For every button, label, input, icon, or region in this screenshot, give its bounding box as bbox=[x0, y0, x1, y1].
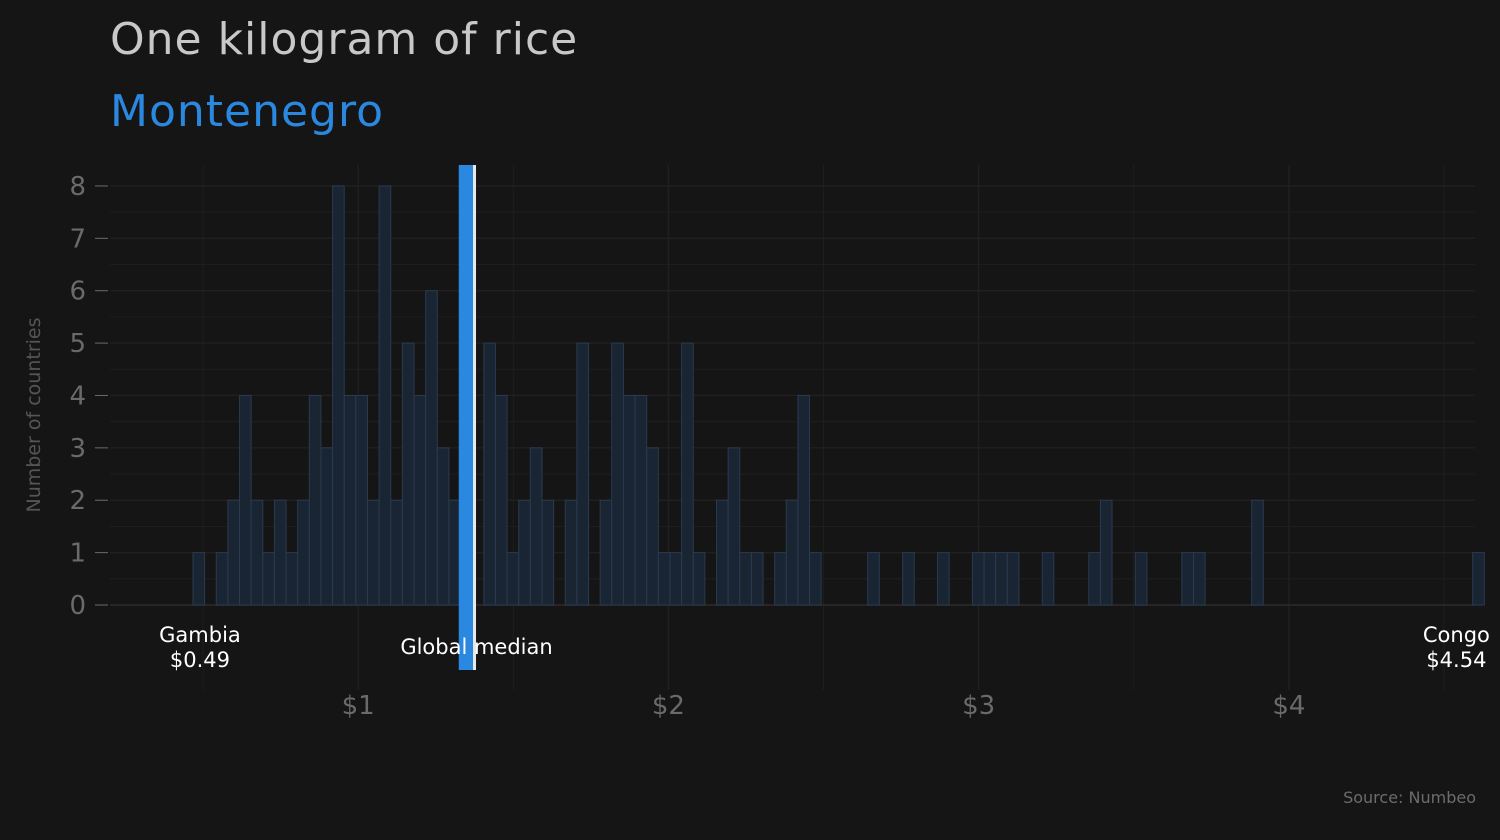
histogram-bar bbox=[436, 447, 450, 606]
histogram-bar bbox=[529, 447, 543, 606]
y-tick-label: 0 bbox=[69, 591, 86, 621]
histogram-bar bbox=[541, 499, 555, 606]
y-axis-label: Number of countries bbox=[23, 317, 45, 512]
histogram-bar bbox=[611, 342, 624, 606]
histogram-bar bbox=[646, 447, 659, 606]
histogram-bar bbox=[401, 342, 415, 606]
histogram-bar bbox=[227, 499, 241, 606]
histogram-bar bbox=[297, 499, 310, 606]
y-tick-label: 1 bbox=[69, 539, 86, 569]
histogram-bar bbox=[250, 499, 264, 606]
histogram-bar bbox=[1181, 552, 1194, 606]
histogram-bar bbox=[355, 394, 368, 606]
histogram-bar bbox=[285, 552, 299, 606]
x-tick-label: $4 bbox=[1272, 691, 1305, 721]
histogram-bar bbox=[995, 552, 1008, 606]
histogram-bar bbox=[1088, 552, 1101, 606]
y-tick-label: 7 bbox=[69, 224, 86, 254]
histogram-bar bbox=[785, 499, 799, 606]
histogram-bar bbox=[750, 552, 764, 606]
median-label: Global median bbox=[400, 635, 552, 659]
histogram-bar bbox=[715, 499, 729, 606]
min-value-label: $0.49 bbox=[170, 648, 230, 672]
x-tick-label: $3 bbox=[962, 691, 995, 721]
histogram-bar bbox=[425, 290, 438, 606]
histogram-bar bbox=[727, 447, 741, 606]
histogram-bar bbox=[867, 552, 880, 606]
histogram-bar bbox=[1099, 499, 1113, 606]
histogram-bar bbox=[902, 552, 915, 606]
y-tick-label: 3 bbox=[69, 434, 86, 464]
min-country-label: Gambia bbox=[159, 623, 241, 647]
histogram-bar bbox=[774, 552, 787, 606]
y-tick-label: 4 bbox=[69, 381, 86, 411]
histogram-bar bbox=[332, 185, 345, 606]
histogram-bar bbox=[518, 499, 531, 606]
max-value-label: $4.54 bbox=[1426, 648, 1486, 672]
histogram-bar bbox=[739, 552, 752, 606]
histogram-bar bbox=[1192, 552, 1206, 606]
histogram-bar bbox=[320, 447, 334, 606]
chart-subtitle: Montenegro bbox=[110, 86, 385, 137]
histogram-bar bbox=[262, 552, 275, 606]
source-note: Source: Numbeo bbox=[1343, 788, 1476, 807]
histogram-bar bbox=[937, 552, 950, 606]
highlight-marker bbox=[458, 165, 474, 670]
histogram-bar bbox=[239, 394, 252, 606]
y-tick-label: 8 bbox=[69, 172, 86, 202]
histogram-bar bbox=[657, 552, 671, 606]
x-tick-label: $2 bbox=[652, 691, 685, 721]
histogram-bar bbox=[692, 552, 706, 606]
histogram-bar bbox=[366, 499, 380, 606]
histogram-bar bbox=[390, 499, 403, 606]
histogram-bar bbox=[634, 394, 648, 606]
histogram-bar bbox=[413, 394, 427, 606]
histogram-bar bbox=[1006, 552, 1020, 606]
y-tick-label: 5 bbox=[69, 329, 86, 359]
histogram-bar bbox=[564, 499, 578, 606]
histogram-bar bbox=[1472, 552, 1485, 606]
chart-title: One kilogram of rice bbox=[110, 14, 579, 65]
histogram-bar bbox=[681, 342, 694, 606]
y-tick-label: 6 bbox=[69, 277, 86, 307]
histogram-bar bbox=[622, 394, 636, 606]
histogram-bar bbox=[669, 552, 683, 606]
histogram-bar bbox=[215, 552, 229, 606]
histogram-bar bbox=[1134, 552, 1148, 606]
histogram-bar bbox=[797, 394, 811, 606]
max-country-label: Congo bbox=[1423, 623, 1490, 647]
histogram-bar bbox=[506, 552, 520, 606]
histogram-bar bbox=[576, 342, 590, 606]
x-tick-label: $1 bbox=[342, 691, 375, 721]
histogram-bar bbox=[343, 394, 357, 606]
histogram-bar bbox=[378, 185, 392, 606]
histogram-bar bbox=[494, 394, 508, 606]
histogram-bar bbox=[483, 342, 496, 606]
histogram-bar bbox=[971, 552, 985, 606]
histogram-bar bbox=[192, 552, 206, 606]
histogram-bar bbox=[809, 552, 822, 606]
histogram-bar bbox=[1041, 552, 1055, 606]
histogram-bar bbox=[983, 552, 997, 606]
y-tick-label: 2 bbox=[69, 486, 86, 516]
histogram-bar bbox=[599, 499, 613, 606]
histogram-bar bbox=[273, 499, 287, 606]
histogram-bar bbox=[308, 394, 322, 606]
histogram-bar bbox=[1251, 499, 1264, 606]
